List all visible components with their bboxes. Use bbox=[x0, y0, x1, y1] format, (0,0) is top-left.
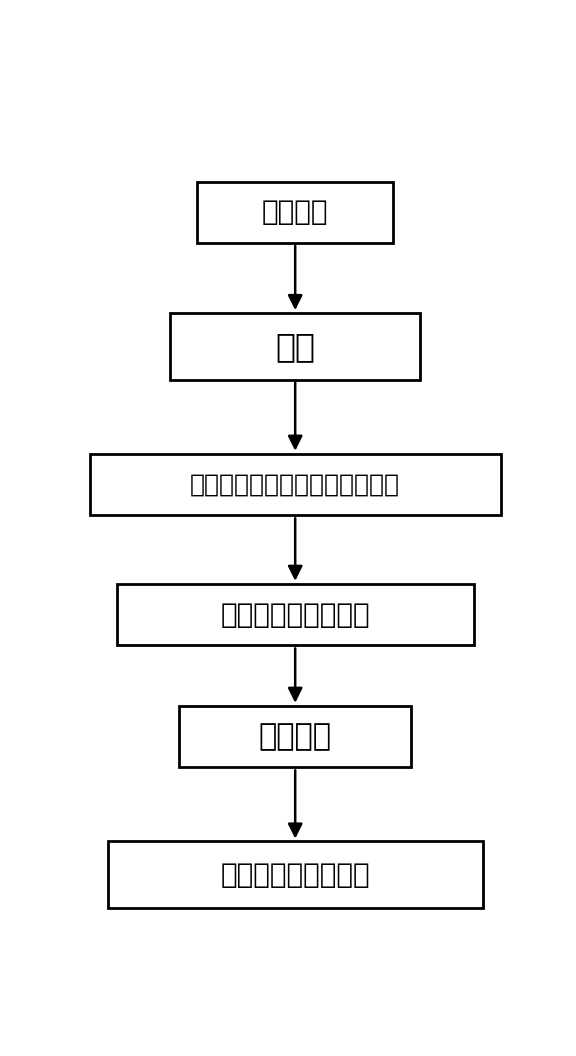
Text: 数据导出: 数据导出 bbox=[259, 722, 332, 751]
FancyBboxPatch shape bbox=[90, 454, 501, 515]
Text: 外观筛选: 外观筛选 bbox=[262, 199, 328, 226]
FancyBboxPatch shape bbox=[197, 182, 393, 243]
FancyBboxPatch shape bbox=[179, 706, 411, 767]
Text: 内阻、电压及容量的测量及筛选: 内阻、电压及容量的测量及筛选 bbox=[190, 472, 400, 496]
Text: 电池充放电工况模拟: 电池充放电工况模拟 bbox=[221, 601, 370, 628]
Text: 搁置: 搁置 bbox=[275, 329, 315, 363]
Text: 数据分析及电池筛选: 数据分析及电池筛选 bbox=[221, 861, 370, 889]
FancyBboxPatch shape bbox=[116, 584, 473, 645]
FancyBboxPatch shape bbox=[170, 313, 420, 379]
FancyBboxPatch shape bbox=[108, 842, 483, 908]
